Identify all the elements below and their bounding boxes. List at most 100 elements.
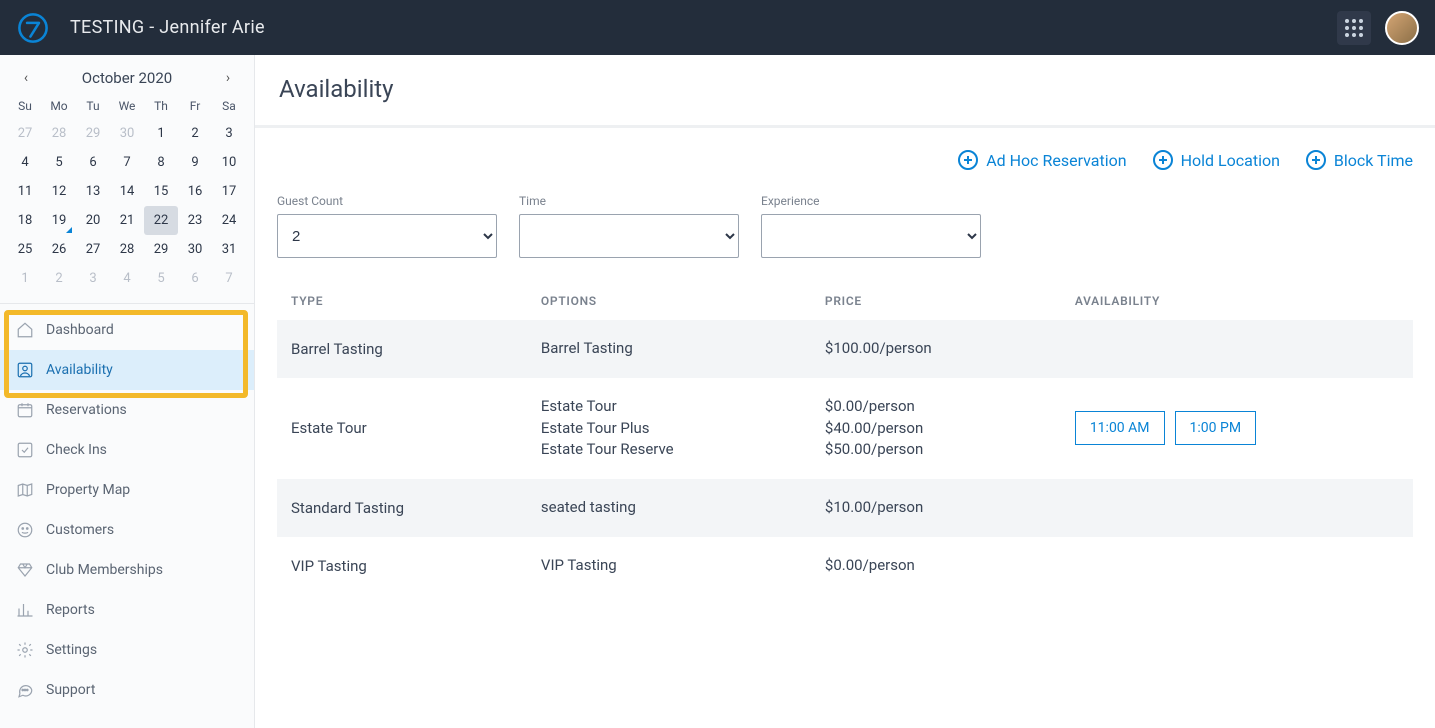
sidebar-item-customers[interactable]: Customers bbox=[0, 510, 254, 550]
calendar-day[interactable]: 18 bbox=[8, 206, 42, 235]
adhoc-reservation-link[interactable]: Ad Hoc Reservation bbox=[958, 150, 1126, 170]
calendar-day[interactable]: 8 bbox=[144, 148, 178, 177]
experience-label: Experience bbox=[761, 194, 981, 208]
calendar-day[interactable]: 21 bbox=[110, 206, 144, 235]
calendar-day[interactable]: 3 bbox=[76, 264, 110, 293]
cell-type: Estate Tour bbox=[277, 378, 527, 479]
nav-highlight-box: Dashboard Availability Reservations Check I… bbox=[0, 310, 254, 710]
calendar-day[interactable]: 28 bbox=[110, 235, 144, 264]
th-options: OPTIONS bbox=[527, 282, 811, 320]
block-label: Block Time bbox=[1334, 151, 1413, 170]
hold-location-link[interactable]: Hold Location bbox=[1153, 150, 1280, 170]
time-select[interactable] bbox=[519, 214, 739, 258]
calendar-day[interactable]: 30 bbox=[110, 119, 144, 148]
sidebar-item-reservations[interactable]: Reservations bbox=[0, 390, 254, 430]
sidebar-item-checkins[interactable]: Check Ins bbox=[0, 430, 254, 470]
guest-count-select[interactable]: 2 bbox=[277, 214, 497, 258]
calendar-day[interactable]: 27 bbox=[8, 119, 42, 148]
sidebar-item-label: Property Map bbox=[46, 482, 130, 498]
calendar-day[interactable]: 22 bbox=[144, 206, 178, 235]
calendar-day[interactable]: 29 bbox=[76, 119, 110, 148]
sidebar-item-reports[interactable]: Reports bbox=[0, 590, 254, 630]
calendar-prev[interactable]: ‹ bbox=[14, 70, 38, 86]
cell-availability bbox=[1061, 320, 1413, 378]
price-line: $0.00/person bbox=[825, 555, 1047, 577]
sidebar-item-support[interactable]: Support bbox=[0, 670, 254, 710]
calendar-day[interactable]: 3 bbox=[212, 119, 246, 148]
time-slot[interactable]: 11:00 AM bbox=[1075, 411, 1165, 445]
sidebar-item-property-map[interactable]: Property Map bbox=[0, 470, 254, 510]
calendar-day[interactable]: 25 bbox=[8, 235, 42, 264]
calendar-day[interactable]: 13 bbox=[76, 177, 110, 206]
sidebar-item-club-memberships[interactable]: Club Memberships bbox=[0, 550, 254, 590]
plus-icon bbox=[1153, 150, 1173, 170]
calendar-day[interactable]: 27 bbox=[76, 235, 110, 264]
calendar-day[interactable]: 6 bbox=[178, 264, 212, 293]
price-line: $0.00/person bbox=[825, 396, 1047, 418]
calendar-day[interactable]: 1 bbox=[144, 119, 178, 148]
calendar-month[interactable]: October 2020 bbox=[82, 69, 172, 87]
cell-price: $0.00/person$40.00/person$50.00/person bbox=[811, 378, 1061, 479]
table-row[interactable]: Estate TourEstate TourEstate Tour PlusEs… bbox=[277, 378, 1413, 479]
cell-price: $10.00/person bbox=[811, 479, 1061, 537]
calendar-day[interactable]: 1 bbox=[8, 264, 42, 293]
sidebar-item-label: Dashboard bbox=[46, 322, 114, 338]
experience-select[interactable] bbox=[761, 214, 981, 258]
calendar-day[interactable]: 24 bbox=[212, 206, 246, 235]
sidebar-item-settings[interactable]: Settings bbox=[0, 630, 254, 670]
diamond-icon bbox=[16, 561, 34, 579]
user-badge-icon bbox=[16, 361, 34, 379]
calendar-day[interactable]: 6 bbox=[76, 148, 110, 177]
sidebar-item-availability[interactable]: Availability bbox=[0, 350, 254, 390]
guest-count-label: Guest Count bbox=[277, 194, 497, 208]
calendar-day[interactable]: 2 bbox=[178, 119, 212, 148]
calendar-day[interactable]: 29 bbox=[144, 235, 178, 264]
calendar-day[interactable]: 23 bbox=[178, 206, 212, 235]
calendar-day[interactable]: 19 bbox=[42, 206, 76, 235]
avatar[interactable] bbox=[1385, 11, 1419, 45]
price-line: $10.00/person bbox=[825, 497, 1047, 519]
calendar-day[interactable]: 4 bbox=[110, 264, 144, 293]
sidebar-item-label: Reservations bbox=[46, 402, 127, 418]
calendar-day[interactable]: 7 bbox=[110, 148, 144, 177]
calendar-day[interactable]: 11 bbox=[8, 177, 42, 206]
calendar-next[interactable]: › bbox=[216, 70, 240, 86]
sidebar: ‹ October 2020 › SuMoTuWeThFrSa 27282930… bbox=[0, 55, 255, 728]
bar-chart-icon bbox=[16, 601, 34, 619]
sidebar-item-label: Customers bbox=[46, 522, 114, 538]
calendar-day[interactable]: 10 bbox=[212, 148, 246, 177]
sidebar-item-label: Settings bbox=[46, 642, 97, 658]
calendar-day[interactable]: 14 bbox=[110, 177, 144, 206]
calendar-day[interactable]: 5 bbox=[144, 264, 178, 293]
gear-icon bbox=[16, 641, 34, 659]
calendar-day[interactable]: 30 bbox=[178, 235, 212, 264]
calendar-dow: Th bbox=[144, 95, 178, 119]
calendar-day[interactable]: 20 bbox=[76, 206, 110, 235]
calendar-day[interactable]: 16 bbox=[178, 177, 212, 206]
map-icon bbox=[16, 481, 34, 499]
sidebar-item-label: Club Memberships bbox=[46, 562, 163, 578]
calendar-day[interactable]: 5 bbox=[42, 148, 76, 177]
table-row[interactable]: VIP TastingVIP Tasting$0.00/person bbox=[277, 537, 1413, 595]
sidebar-item-dashboard[interactable]: Dashboard bbox=[0, 310, 254, 350]
table-row[interactable]: Standard Tastingseated tasting$10.00/per… bbox=[277, 479, 1413, 537]
calendar-day[interactable]: 7 bbox=[212, 264, 246, 293]
calendar-day[interactable]: 4 bbox=[8, 148, 42, 177]
calendar-day[interactable]: 28 bbox=[42, 119, 76, 148]
table-row[interactable]: Barrel TastingBarrel Tasting$100.00/pers… bbox=[277, 320, 1413, 378]
calendar-day[interactable]: 2 bbox=[42, 264, 76, 293]
option-line: Estate Tour Plus bbox=[541, 418, 797, 440]
price-line: $100.00/person bbox=[825, 338, 1047, 360]
main: Availability Ad Hoc Reservation Hold Loc… bbox=[255, 55, 1435, 728]
calendar-day[interactable]: 12 bbox=[42, 177, 76, 206]
calendar-day[interactable]: 31 bbox=[212, 235, 246, 264]
calendar-day[interactable]: 17 bbox=[212, 177, 246, 206]
apps-button[interactable] bbox=[1337, 11, 1371, 45]
calendar-day[interactable]: 26 bbox=[42, 235, 76, 264]
th-type: TYPE bbox=[277, 282, 527, 320]
calendar-dow: We bbox=[110, 95, 144, 119]
time-slot[interactable]: 1:00 PM bbox=[1175, 411, 1257, 445]
block-time-link[interactable]: Block Time bbox=[1306, 150, 1413, 170]
calendar-day[interactable]: 15 bbox=[144, 177, 178, 206]
calendar-day[interactable]: 9 bbox=[178, 148, 212, 177]
